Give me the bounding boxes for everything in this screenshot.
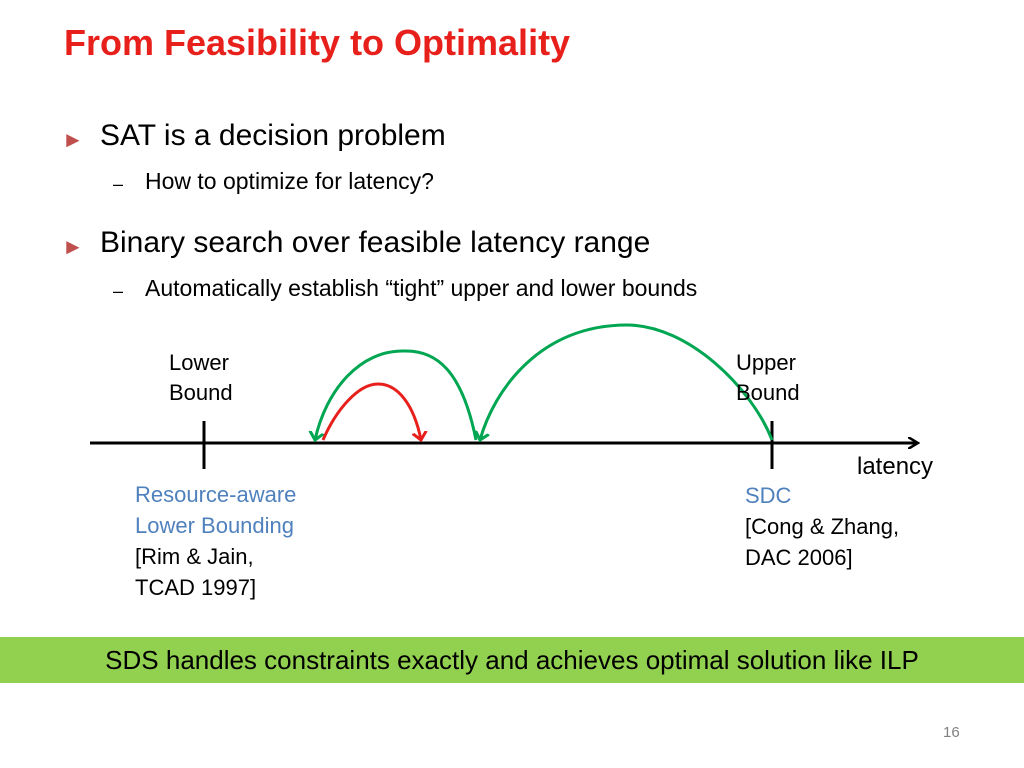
red-arc <box>321 382 421 440</box>
upper-ref-line: DAC 2006] <box>745 545 853 570</box>
green-arc-right <box>480 323 774 440</box>
lower-bound-label: Lower Bound <box>169 348 233 408</box>
bullet-1-text: SAT is a decision problem <box>100 119 446 152</box>
lower-bound-label-line: Lower <box>169 350 229 375</box>
lower-ref-line: TCAD 1997] <box>135 575 257 600</box>
summary-banner: SDS handles constraints exactly and achi… <box>0 637 1024 683</box>
bullet-2-subtext: Automatically establish “tight” upper an… <box>145 275 698 301</box>
axis-label: latency <box>857 453 934 480</box>
upper-bound-label-line: Upper <box>736 350 796 375</box>
lower-ref-line: Resource-aware <box>135 482 297 507</box>
sub-dash-icon: – <box>113 281 124 301</box>
bullet-arrow-icon: ► <box>62 234 84 259</box>
lower-bound-reference: Resource-aware Lower Bounding [Rim & Jai… <box>135 479 296 603</box>
sub-dash-icon: – <box>113 174 124 194</box>
upper-ref-line: [Cong & Zhang, <box>745 514 900 539</box>
bullet-1-subtext: How to optimize for latency? <box>145 168 434 194</box>
page-number: 16 <box>943 724 960 741</box>
upper-ref-line: SDC <box>745 483 792 508</box>
lower-bound-label-line: Bound <box>169 380 233 405</box>
upper-bound-label-line: Bound <box>736 380 800 405</box>
lower-ref-line: [Rim & Jain, <box>135 544 254 569</box>
summary-banner-text: SDS handles constraints exactly and achi… <box>105 645 919 675</box>
green-arc-left <box>315 349 478 440</box>
lower-ref-line: Lower Bounding <box>135 513 295 538</box>
upper-bound-reference: SDC [Cong & Zhang, DAC 2006] <box>745 480 899 573</box>
bullet-arrow-icon: ► <box>62 127 84 152</box>
bullet-2-text: Binary search over feasible latency rang… <box>100 226 651 259</box>
slide-title: From Feasibility to Optimality <box>64 22 571 63</box>
upper-bound-label: Upper Bound <box>736 348 800 408</box>
